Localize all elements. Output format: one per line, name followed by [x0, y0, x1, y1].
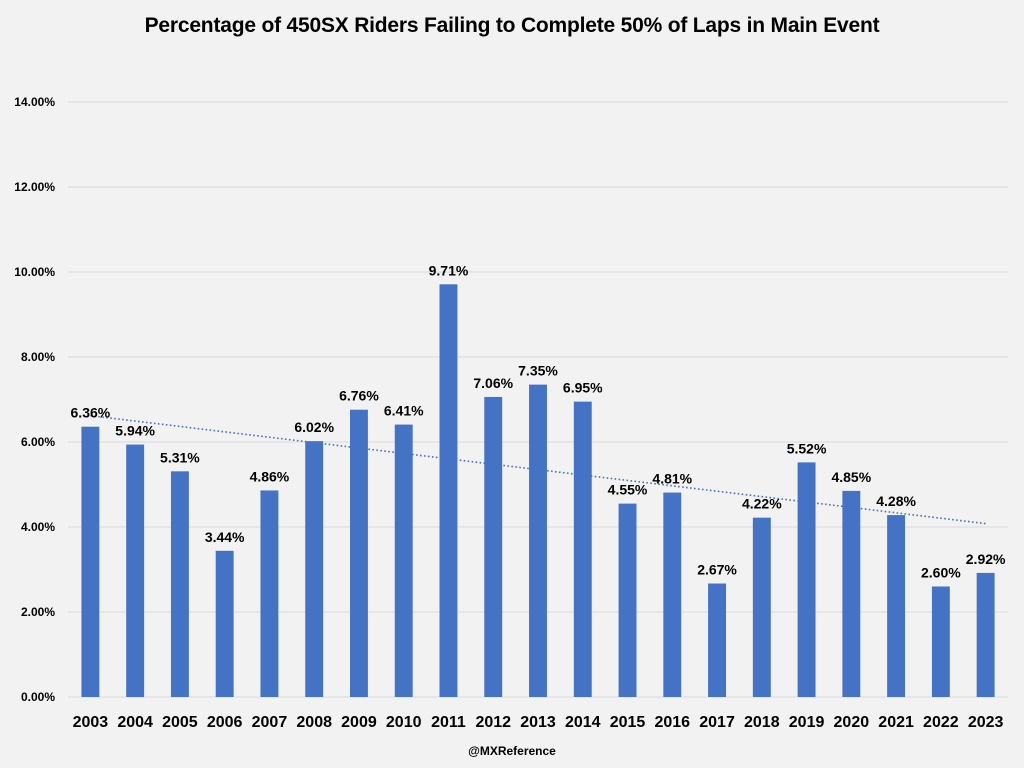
bar	[752, 517, 771, 697]
y-tick-label: 12.00%	[14, 180, 55, 194]
bars	[81, 284, 995, 697]
bar	[215, 550, 234, 697]
x-tick-label: 2011	[431, 714, 466, 731]
x-tick-label: 2018	[744, 714, 780, 731]
bar	[484, 396, 503, 697]
data-label: 6.41%	[384, 403, 424, 419]
data-label: 6.02%	[294, 419, 334, 435]
y-tick-label: 2.00%	[21, 605, 55, 619]
bar	[394, 424, 413, 697]
y-tick-label: 8.00%	[21, 350, 55, 364]
bar	[573, 401, 592, 697]
x-tick-label: 2023	[968, 714, 1004, 731]
x-tick-label: 2021	[878, 714, 914, 731]
credit-footer: @MXReference	[468, 744, 556, 758]
data-label: 7.06%	[473, 375, 513, 391]
x-tick-label: 2015	[610, 714, 646, 731]
x-tick-label: 2010	[386, 714, 422, 731]
bar	[663, 492, 682, 697]
x-tick-label: 2022	[923, 714, 959, 731]
x-tick-label: 2008	[296, 714, 332, 731]
data-label: 6.36%	[71, 405, 111, 421]
bar	[529, 384, 547, 697]
x-tick-label: 2016	[654, 714, 690, 731]
data-label: 4.22%	[742, 496, 782, 512]
y-tick-label: 4.00%	[21, 520, 55, 534]
x-tick-label: 2014	[565, 714, 601, 731]
data-label: 4.28%	[876, 493, 916, 509]
x-tick-label: 2013	[520, 714, 556, 731]
bar	[260, 490, 279, 697]
y-tick-label: 10.00%	[14, 265, 55, 279]
bar	[126, 444, 145, 697]
data-label: 5.52%	[787, 440, 827, 456]
data-labels: 6.36%5.94% 5.31% 3.44% 4.86% 6.02% 6.76% 6.41%…	[71, 262, 1006, 580]
x-tick-label: 2004	[117, 714, 153, 731]
bar	[350, 409, 368, 697]
bar	[797, 462, 816, 697]
bar	[708, 583, 726, 697]
x-tick-label: 2003	[73, 714, 109, 731]
x-axis-ticks: 2003 2004 2005 2006 2007 2008 2009 2010 2011 2012…	[73, 714, 1004, 731]
bar	[618, 503, 637, 697]
x-tick-label: 2005	[162, 714, 198, 731]
data-label: 9.71%	[429, 262, 469, 278]
bar	[931, 586, 950, 697]
bar	[976, 572, 995, 697]
data-label: 7.35%	[518, 363, 558, 379]
y-axis-ticks: 0.00% 2.00% 4.00% 6.00% 8.00% 10.00% 12.00% 14.…	[14, 95, 55, 704]
x-tick-label: 2007	[252, 714, 288, 731]
bar	[842, 490, 861, 697]
y-tick-label: 14.00%	[14, 95, 55, 109]
bar	[305, 441, 324, 697]
data-label: 4.86%	[250, 468, 290, 484]
data-label: 4.85%	[831, 469, 871, 485]
x-tick-label: 2019	[789, 714, 825, 731]
data-label: 2.67%	[697, 562, 737, 578]
data-label: 5.94%	[115, 423, 155, 439]
x-tick-label: 2020	[834, 714, 870, 731]
data-label: 2.92%	[966, 551, 1006, 567]
data-label: 4.81%	[652, 471, 692, 487]
bar	[81, 426, 100, 697]
bar	[887, 515, 906, 697]
x-tick-label: 2012	[475, 714, 511, 731]
chart-title: Percentage of 450SX Riders Failing to Co…	[144, 14, 880, 37]
data-label: 4.55%	[608, 482, 648, 498]
bar	[170, 471, 189, 697]
data-label: 6.76%	[339, 388, 379, 404]
x-tick-label: 2017	[699, 714, 735, 731]
x-tick-label: 2009	[341, 714, 377, 731]
bar	[439, 284, 458, 697]
x-tick-label: 2006	[207, 714, 243, 731]
y-tick-label: 6.00%	[21, 435, 55, 449]
y-tick-label: 0.00%	[21, 690, 55, 704]
data-label: 6.95%	[563, 380, 603, 396]
data-label: 5.31%	[160, 449, 200, 465]
data-label: 3.44%	[205, 529, 245, 545]
data-label: 2.60%	[921, 565, 961, 581]
